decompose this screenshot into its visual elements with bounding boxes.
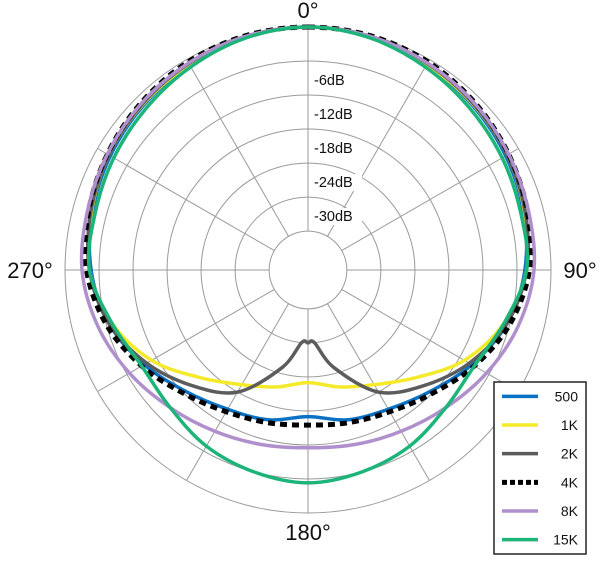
radial-tick-label: -12dB (314, 107, 353, 123)
radial-tick-label: -18dB (314, 141, 353, 157)
tick-label-background (312, 208, 362, 226)
angle-label-270: 270° (7, 258, 53, 283)
angle-label-0: 0° (297, 0, 318, 23)
radial-tick-label: -6dB (314, 73, 345, 89)
series-line-8K (79, 25, 537, 450)
radial-tick-label: -30dB (314, 209, 353, 225)
legend-label-2K: 2K (561, 446, 579, 462)
legend-label-500: 500 (555, 388, 579, 404)
grid-ring (268, 230, 348, 310)
tick-label-background (312, 140, 362, 158)
angle-label-90: 90° (563, 258, 596, 283)
legend-label-1K: 1K (561, 417, 579, 433)
grid-spoke (341, 289, 519, 392)
series-line-4K (82, 24, 534, 428)
radial-tick-labels: -6dB -12dB -18dB -24dB -30dB (312, 72, 362, 226)
polar-series (79, 24, 537, 485)
tick-label-background (312, 174, 362, 192)
radial-tick-label: -24dB (314, 175, 353, 191)
grid-spoke (97, 289, 275, 392)
angular-labels: 0° 90° 180° 270° (7, 0, 596, 545)
grid-spoke (327, 59, 430, 237)
grid-spoke (341, 148, 519, 251)
grid-spoke (186, 59, 289, 237)
legend-box (493, 381, 587, 555)
angle-label-180: 180° (285, 520, 331, 545)
legend-label-8K: 8K (561, 503, 579, 519)
legend: 500 1K 2K 4K 8K 15K (493, 381, 587, 555)
legend-label-4K: 4K (561, 474, 579, 490)
legend-label-15K: 15K (553, 532, 579, 548)
polar-grid (64, 26, 552, 514)
grid-spoke (97, 148, 275, 251)
tick-label-background (312, 72, 362, 90)
tick-label-background (312, 106, 362, 124)
series-line-15K (86, 25, 530, 485)
